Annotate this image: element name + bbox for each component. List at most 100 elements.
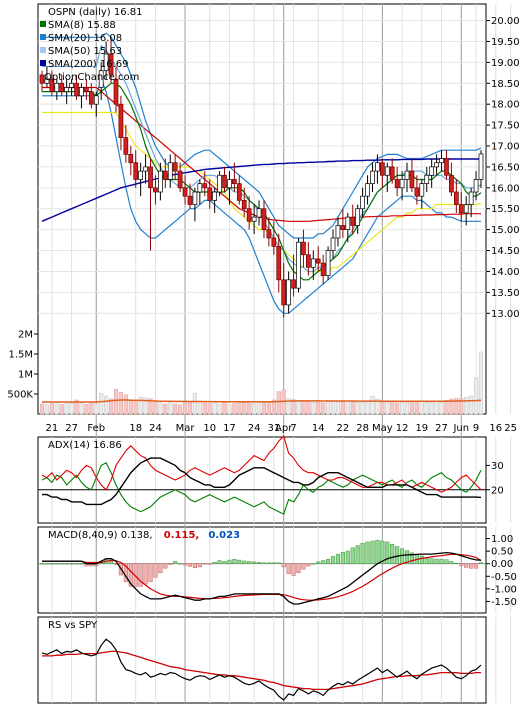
- price-y-tick-label: 13.00: [491, 309, 520, 320]
- x-tick-label: 18: [129, 423, 142, 434]
- macd-histogram-bar: [138, 563, 143, 587]
- volume-bar: [429, 401, 434, 415]
- macd-histogram-bar: [217, 560, 222, 564]
- candle-body: [202, 183, 208, 189]
- macd-histogram-bar: [247, 561, 252, 564]
- volume-average-line: [42, 399, 482, 403]
- candle-body: [291, 279, 296, 289]
- candle-body: [384, 166, 390, 176]
- macd-histogram-bar: [266, 562, 271, 564]
- volume-bar: [404, 402, 410, 415]
- volume-bar: [108, 398, 114, 415]
- legend-label-source: OptionChance.com: [44, 72, 139, 83]
- candle-body: [232, 179, 237, 184]
- volume-bar: [325, 400, 331, 415]
- price-y-tick-label: 13.50: [491, 288, 520, 299]
- volume-bar: [64, 402, 69, 415]
- candle-body: [281, 279, 287, 306]
- volume-bar: [365, 401, 370, 415]
- macd-histogram-bar: [261, 562, 267, 564]
- volume-bar: [123, 394, 128, 415]
- candle-body: [143, 166, 148, 172]
- candle-body: [315, 258, 321, 264]
- candle-body: [468, 191, 474, 205]
- adx-line: [42, 457, 482, 506]
- candle-body: [192, 191, 198, 205]
- candle-body: [404, 170, 410, 180]
- macd-histogram-bar: [439, 558, 444, 564]
- macd-histogram-bar: [311, 563, 316, 565]
- sma50-line: [42, 111, 482, 273]
- candle-body: [236, 183, 242, 201]
- volume-y-tick-label: 1.5M: [8, 350, 33, 361]
- volume-bar: [59, 404, 64, 415]
- macd-histogram-bar: [449, 561, 454, 564]
- candle-body: [133, 162, 139, 180]
- volume-bar: [182, 400, 188, 415]
- volume-bar: [345, 400, 350, 415]
- x-tick-label: 24: [248, 423, 261, 434]
- volume-bar: [296, 400, 301, 415]
- macd-y-tick-label: 0.00: [491, 559, 513, 570]
- volume-bar: [301, 400, 306, 415]
- candle-body: [424, 174, 430, 184]
- macd-histogram-bar: [109, 559, 114, 564]
- candle-body: [355, 208, 361, 226]
- candle-body: [84, 87, 89, 92]
- volume-bar: [138, 396, 143, 415]
- macd-histogram-bar: [444, 559, 449, 564]
- volume-bar: [395, 402, 400, 415]
- candle-body: [158, 170, 163, 193]
- volume-bar: [380, 401, 385, 415]
- x-tick-label: 10: [203, 423, 216, 434]
- candle-body: [98, 70, 104, 88]
- macd-histogram-bar: [370, 540, 375, 564]
- price-y-tick-label: 15.50: [491, 204, 520, 215]
- macd-y-tick-label: -1.00: [491, 584, 517, 595]
- candle-body: [301, 241, 306, 256]
- legend-label-sma200: SMA(200) 16.69: [48, 59, 129, 70]
- candle-body: [54, 82, 60, 92]
- volume-bar: [168, 400, 173, 415]
- candle-body: [266, 229, 272, 239]
- macd-histogram-bar: [301, 563, 306, 570]
- volume-bar: [153, 401, 158, 415]
- x-tick-label: 27: [65, 423, 78, 434]
- macd-histogram-bar: [360, 543, 365, 564]
- volume-bar: [242, 402, 247, 415]
- volume-bar: [478, 351, 484, 415]
- legend-swatch-sma20: [40, 34, 46, 40]
- volume-bar: [256, 401, 262, 415]
- macd-histogram-bar: [316, 561, 321, 564]
- price-y-tick-label: 18.50: [491, 79, 520, 90]
- volume-bar: [330, 400, 336, 415]
- candle-body: [59, 82, 65, 92]
- x-tick-label: 27: [435, 423, 448, 434]
- volume-bar: [375, 398, 380, 415]
- candle-body: [207, 187, 213, 201]
- macd-histogram-bar: [39, 563, 45, 565]
- macd-histogram-bar: [469, 563, 474, 569]
- macd-histogram-bar: [222, 561, 227, 564]
- volume-bar: [419, 401, 424, 415]
- price-y-tick-label: 16.00: [491, 183, 520, 194]
- volume-bar: [350, 401, 355, 415]
- volume-bar: [449, 398, 454, 415]
- macd-y-tick-label: -0.50: [491, 572, 517, 583]
- volume-bar: [133, 401, 138, 415]
- candle-body: [74, 82, 79, 97]
- volume-bar: [173, 403, 178, 415]
- x-tick-label: 16: [489, 423, 502, 434]
- x-tick-label: 21: [45, 423, 58, 434]
- volume-y-tick-label: 2M: [18, 330, 33, 341]
- candle-body: [64, 87, 70, 92]
- volume-bar: [335, 401, 341, 415]
- macd-histogram-bar: [365, 541, 370, 564]
- candle-body: [197, 183, 203, 193]
- x-tick-label: 14: [312, 423, 325, 434]
- candle-body: [93, 95, 99, 105]
- volume-bar: [158, 402, 163, 415]
- macd-histogram-bar: [182, 563, 188, 566]
- volume-bar: [54, 401, 59, 415]
- candle-body: [306, 254, 311, 268]
